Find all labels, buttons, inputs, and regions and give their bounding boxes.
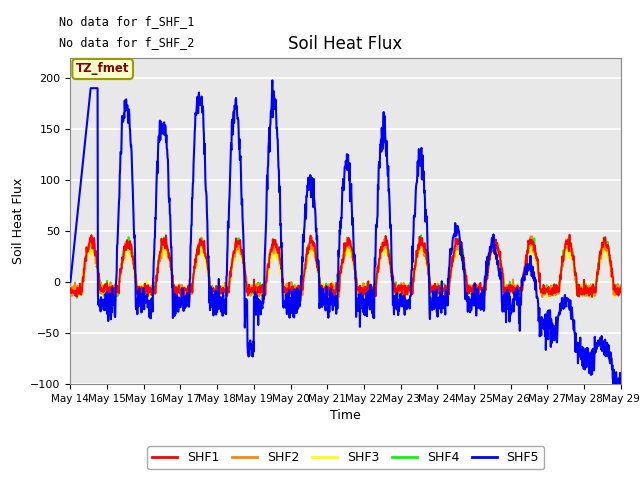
SHF5 — [610, 381, 618, 387]
SHF5 — [269, 77, 276, 83]
SHF2 — [504, 282, 511, 288]
SHF3 — [189, 277, 196, 283]
SHF3 — [617, 285, 625, 291]
Legend: SHF1, SHF2, SHF3, SHF4, SHF5: SHF1, SHF2, SHF3, SHF4, SHF5 — [147, 446, 544, 469]
SHF1 — [189, 279, 196, 285]
SHF4 — [417, 232, 425, 238]
SHF4 — [189, 271, 197, 277]
SHF1 — [431, 284, 439, 290]
SHF1 — [331, 297, 339, 302]
SHF2 — [617, 289, 625, 295]
Line: SHF5: SHF5 — [70, 80, 621, 384]
SHF3 — [476, 297, 483, 303]
SHF3 — [175, 290, 183, 296]
SHF2 — [67, 289, 74, 295]
Title: Soil Heat Flux: Soil Heat Flux — [289, 35, 403, 53]
SHF2 — [528, 233, 536, 239]
SHF3 — [552, 284, 560, 290]
SHF4 — [251, 281, 259, 287]
SHF3 — [272, 239, 280, 244]
SHF1 — [250, 289, 258, 295]
SHF1 — [617, 285, 625, 290]
SHF2 — [283, 297, 291, 303]
SHF1 — [552, 283, 559, 289]
SHF4 — [617, 282, 625, 288]
SHF4 — [176, 284, 184, 289]
SHF1 — [504, 285, 511, 290]
SHF1 — [175, 289, 183, 295]
SHF5 — [552, 331, 559, 337]
SHF5 — [617, 375, 625, 381]
SHF5 — [250, 303, 258, 309]
SHF5 — [175, 302, 183, 308]
SHF4 — [432, 288, 440, 293]
SHF4 — [504, 288, 511, 294]
SHF4 — [67, 291, 74, 297]
SHF3 — [431, 289, 439, 295]
Line: SHF3: SHF3 — [70, 241, 621, 300]
Text: No data for f_SHF_1: No data for f_SHF_1 — [60, 15, 195, 28]
SHF1 — [566, 232, 573, 238]
SHF3 — [250, 287, 258, 293]
SHF5 — [189, 181, 196, 187]
Line: SHF4: SHF4 — [70, 235, 621, 300]
SHF2 — [552, 284, 560, 289]
SHF2 — [431, 287, 439, 293]
SHF4 — [140, 297, 148, 302]
Line: SHF1: SHF1 — [70, 235, 621, 300]
X-axis label: Time: Time — [330, 409, 361, 422]
SHF2 — [250, 288, 258, 293]
SHF3 — [67, 288, 74, 294]
SHF5 — [431, 296, 439, 301]
Text: TZ_fmet: TZ_fmet — [76, 62, 129, 75]
SHF5 — [504, 287, 511, 293]
Line: SHF2: SHF2 — [70, 236, 621, 300]
SHF2 — [175, 281, 183, 287]
Text: No data for f_SHF_2: No data for f_SHF_2 — [60, 36, 195, 49]
SHF2 — [189, 275, 196, 280]
SHF4 — [552, 285, 560, 290]
Y-axis label: Soil Heat Flux: Soil Heat Flux — [12, 178, 25, 264]
SHF1 — [67, 285, 74, 291]
SHF5 — [67, 279, 74, 285]
SHF3 — [504, 292, 511, 298]
